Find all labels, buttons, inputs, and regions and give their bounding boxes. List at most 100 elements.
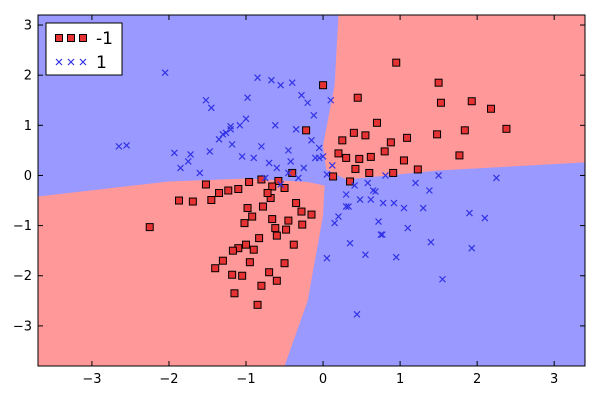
y-tick-label: −2 bbox=[13, 269, 32, 284]
marker-class-neg1 bbox=[257, 281, 266, 290]
marker-class-1 bbox=[481, 214, 489, 222]
marker-class-neg1 bbox=[361, 131, 370, 140]
marker-class-1 bbox=[268, 76, 275, 84]
marker-class-1 bbox=[351, 182, 359, 189]
marker-class-1 bbox=[492, 174, 500, 182]
marker-class-1 bbox=[284, 169, 292, 177]
marker-class-1 bbox=[287, 157, 295, 165]
marker-class-neg1 bbox=[502, 124, 511, 133]
legend-marker-square bbox=[67, 34, 75, 42]
marker-class-neg1 bbox=[433, 130, 442, 139]
marker-class-neg1 bbox=[365, 168, 374, 177]
marker-class-1 bbox=[261, 174, 269, 182]
marker-class-neg1 bbox=[366, 152, 375, 161]
legend-entry: -1 bbox=[55, 29, 113, 49]
marker-class-neg1 bbox=[307, 210, 316, 219]
marker-class-neg1 bbox=[211, 264, 220, 273]
marker-class-neg1 bbox=[467, 97, 476, 106]
x-tick-label: 0 bbox=[319, 372, 327, 387]
marker-class-neg1 bbox=[319, 81, 328, 90]
marker-class-1 bbox=[215, 135, 223, 143]
marker-class-neg1 bbox=[292, 199, 301, 208]
y-tick-label: 0 bbox=[24, 169, 32, 184]
marker-class-neg1 bbox=[282, 225, 291, 234]
marker-class-neg1 bbox=[268, 182, 277, 191]
marker-class-neg1 bbox=[271, 224, 280, 233]
marker-class-neg1 bbox=[389, 168, 398, 177]
marker-class-1 bbox=[277, 181, 285, 188]
marker-class-neg1 bbox=[242, 240, 251, 249]
marker-class-neg1 bbox=[392, 58, 401, 67]
marker-class-neg1 bbox=[174, 196, 183, 205]
marker-class-neg1 bbox=[329, 172, 338, 181]
marker-class-1 bbox=[123, 141, 131, 149]
legend-marker-x bbox=[67, 58, 75, 66]
legend-marker-square bbox=[55, 34, 63, 42]
decision-regions bbox=[38, 15, 585, 366]
marker-class-neg1 bbox=[280, 259, 289, 268]
marker-class-1 bbox=[315, 154, 323, 162]
marker-class-neg1 bbox=[288, 168, 297, 177]
x-tick-label: −2 bbox=[159, 372, 178, 387]
marker-class-1 bbox=[294, 174, 302, 182]
marker-class-1 bbox=[206, 147, 214, 155]
marker-class-neg1 bbox=[302, 126, 311, 135]
marker-class-1 bbox=[390, 199, 398, 207]
region-class-neg1-lower bbox=[38, 178, 325, 366]
marker-class-neg1 bbox=[460, 126, 469, 135]
marker-class-neg1 bbox=[258, 202, 267, 211]
marker-class-neg1 bbox=[413, 165, 422, 174]
marker-class-1 bbox=[382, 172, 389, 179]
marker-class-neg1 bbox=[224, 186, 233, 195]
marker-class-1 bbox=[342, 191, 350, 198]
x-tick-label: 1 bbox=[396, 372, 404, 387]
marker-class-1 bbox=[222, 129, 230, 137]
marker-class-1 bbox=[412, 179, 419, 187]
marker-class-1 bbox=[375, 218, 382, 226]
marker-class-1 bbox=[400, 204, 408, 212]
marker-class-neg1 bbox=[487, 104, 496, 113]
marker-class-neg1 bbox=[399, 156, 408, 165]
marker-class-1 bbox=[265, 159, 273, 167]
marker-class-1 bbox=[277, 81, 285, 89]
marker-class-neg1 bbox=[248, 212, 257, 221]
marker-class-neg1 bbox=[280, 183, 289, 192]
marker-class-neg1 bbox=[238, 271, 247, 280]
marker-class-1 bbox=[304, 99, 312, 107]
marker-class-1 bbox=[327, 96, 335, 104]
marker-class-1 bbox=[254, 74, 261, 82]
legend-marker-x bbox=[79, 58, 87, 66]
marker-class-neg1 bbox=[215, 189, 224, 198]
marker-class-neg1 bbox=[230, 289, 239, 298]
y-tick-label: 2 bbox=[24, 69, 32, 84]
marker-class-1 bbox=[271, 121, 279, 129]
marker-class-1 bbox=[187, 150, 194, 158]
marker-class-1 bbox=[466, 209, 473, 217]
marker-class-neg1 bbox=[372, 118, 381, 127]
marker-class-neg1 bbox=[342, 153, 351, 162]
marker-class-neg1 bbox=[188, 197, 197, 206]
marker-class-1 bbox=[356, 196, 364, 203]
marker-class-1 bbox=[378, 231, 386, 239]
marker-class-neg1 bbox=[207, 196, 216, 205]
legend-label: 1 bbox=[96, 53, 107, 73]
marker-class-neg1 bbox=[272, 231, 281, 240]
marker-class-1 bbox=[427, 238, 435, 246]
marker-class-1 bbox=[161, 69, 169, 77]
marker-class-1 bbox=[238, 152, 246, 160]
marker-class-1 bbox=[392, 253, 400, 261]
marker-class-1 bbox=[362, 251, 369, 259]
marker-class-neg1 bbox=[245, 177, 254, 186]
marker-class-1 bbox=[310, 111, 318, 119]
marker-class-neg1 bbox=[218, 256, 227, 265]
marker-class-neg1 bbox=[268, 215, 277, 224]
marker-class-1 bbox=[227, 125, 235, 133]
marker-class-1 bbox=[228, 140, 236, 148]
marker-class-1 bbox=[328, 162, 336, 169]
marker-class-1 bbox=[331, 219, 339, 227]
marker-class-1 bbox=[250, 154, 258, 162]
region-class-neg1-upper bbox=[323, 15, 585, 180]
marker-class-1 bbox=[435, 172, 443, 179]
marker-class-neg1 bbox=[455, 151, 464, 160]
